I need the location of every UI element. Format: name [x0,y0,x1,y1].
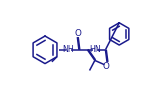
Text: HN: HN [89,45,101,54]
Text: O: O [103,62,109,70]
Text: O: O [74,29,81,38]
Text: NH: NH [62,45,74,54]
